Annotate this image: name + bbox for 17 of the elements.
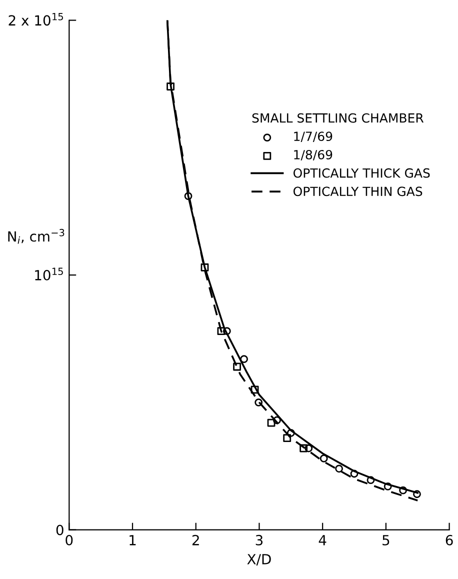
legend-label: OPTICALLY THICK GAS — [293, 168, 430, 178]
y-tick-label: 2 x 10$^{15}$ — [8, 13, 63, 26]
legend-title: SMALL SETTLING CHAMBER — [252, 113, 424, 123]
legend-label: 1/8/69 — [294, 150, 332, 160]
x-tick-label: 2 — [192, 534, 199, 546]
y-tick-label: 10$^{15}$ — [35, 268, 63, 280]
x-tick-label: 5 — [382, 535, 390, 546]
legend-label: OPTICALLY THIN GAS — [293, 186, 422, 196]
x-axis-title: X/D — [247, 554, 271, 566]
x-tick-label: 6 — [446, 534, 453, 546]
x-tick-label: 0 — [66, 534, 73, 546]
x-tick-label: 4 — [318, 535, 326, 546]
y-tick-label: 0 — [56, 524, 64, 536]
x-tick-label: 3 — [256, 534, 263, 546]
legend-label: 1/7/69 — [294, 132, 332, 142]
x-tick-label: 1 — [130, 535, 136, 546]
y-axis-title: N$_{i}$, cm$^{−3}$ — [8, 228, 64, 244]
